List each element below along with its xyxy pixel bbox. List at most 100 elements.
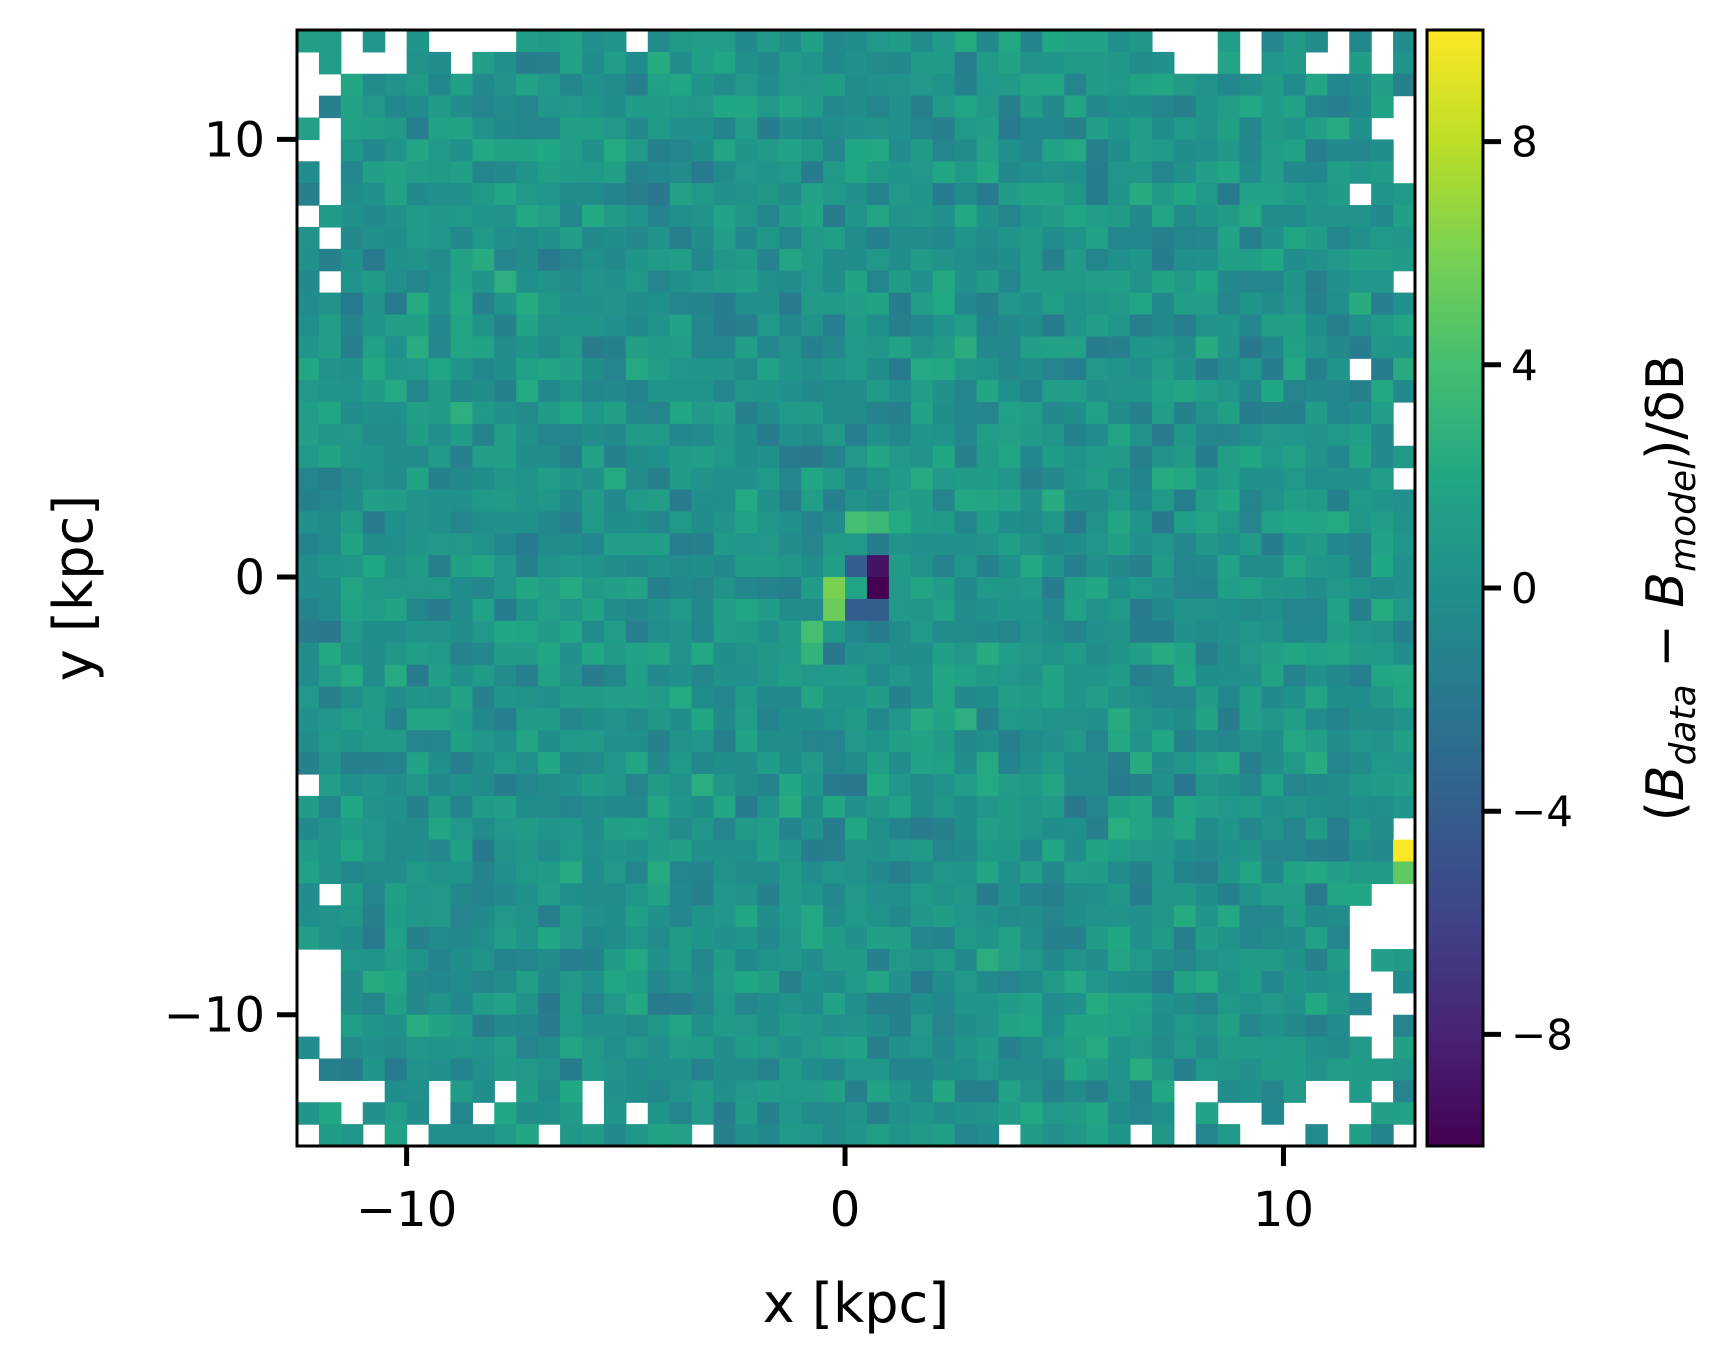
- heatmap-cell: [1283, 949, 1306, 972]
- heatmap-cell: [318, 774, 342, 797]
- heatmap-cell: [428, 423, 452, 447]
- heatmap-cell: [823, 1058, 846, 1081]
- heatmap-cell: [362, 161, 386, 184]
- heatmap-cell: [1020, 1036, 1043, 1060]
- heatmap-cell: [1283, 423, 1306, 447]
- heatmap-cell: [494, 730, 517, 753]
- heatmap-cell: [516, 248, 539, 272]
- heatmap-cell: [318, 358, 342, 381]
- heatmap-cell: [691, 927, 715, 950]
- heatmap-cell: [603, 139, 627, 162]
- heatmap-cell: [1283, 883, 1306, 906]
- heatmap-cell: [823, 992, 846, 1016]
- heatmap-cell: [823, 358, 846, 381]
- heatmap-cell: [625, 905, 649, 928]
- heatmap-cell: [713, 292, 737, 316]
- heatmap-cell: [603, 533, 627, 556]
- heatmap-cell: [406, 30, 430, 53]
- heatmap-cell: [1130, 117, 1153, 141]
- heatmap-cell: [1151, 664, 1175, 688]
- heatmap-cell: [1305, 620, 1328, 644]
- heatmap-cell: [1195, 664, 1219, 688]
- heatmap-cell: [910, 467, 934, 491]
- heatmap-cell: [954, 905, 978, 928]
- heatmap-cell: [757, 314, 780, 337]
- heatmap-cell: [910, 555, 934, 578]
- heatmap-cell: [450, 402, 473, 425]
- heatmap-cell: [428, 139, 452, 162]
- heatmap-cell: [1349, 577, 1372, 600]
- heatmap-cell: [1042, 380, 1065, 403]
- heatmap-cell: [603, 380, 627, 403]
- heatmap-cell: [450, 511, 473, 534]
- heatmap-cell: [976, 927, 1000, 950]
- heatmap-cell: [1283, 839, 1306, 863]
- heatmap-cell: [1108, 1124, 1131, 1147]
- heatmap-cell: [428, 620, 452, 644]
- heatmap-cell: [669, 905, 693, 928]
- heatmap-cell: [998, 292, 1022, 316]
- heatmap-cell: [1173, 467, 1197, 491]
- heatmap-cell: [866, 423, 890, 447]
- heatmap-cell: [340, 752, 364, 775]
- heatmap-cell: [538, 467, 561, 491]
- heatmap-cell: [823, 270, 846, 294]
- heatmap-cell: [1217, 205, 1241, 228]
- heatmap-cell: [1173, 358, 1197, 381]
- heatmap-cell: [845, 73, 868, 97]
- heatmap-cell: [910, 664, 934, 688]
- heatmap-cell: [1371, 598, 1394, 622]
- heatmap-cell: [428, 992, 452, 1016]
- heatmap-cell: [669, 205, 693, 228]
- heatmap-cell: [1020, 905, 1043, 928]
- heatmap-cell: [866, 577, 890, 600]
- heatmap-cell: [735, 73, 758, 97]
- heatmap-cell: [1195, 577, 1219, 600]
- heatmap-cell: [1261, 336, 1285, 359]
- heatmap-cell: [428, 270, 452, 294]
- heatmap-cell: [472, 183, 495, 206]
- heatmap-cell: [779, 686, 802, 709]
- heatmap-cell: [1283, 402, 1306, 425]
- heatmap-cell: [1239, 620, 1263, 644]
- heatmap-cell: [538, 205, 561, 228]
- heatmap-cell: [823, 139, 846, 162]
- heatmap-cell: [1261, 752, 1285, 775]
- heatmap-cell: [603, 642, 627, 666]
- heatmap-cell: [1217, 598, 1241, 622]
- heatmap-cell: [713, 620, 737, 644]
- heatmap-cell: [647, 161, 671, 184]
- heatmap-cell: [297, 30, 320, 53]
- heatmap-cell: [1130, 489, 1153, 513]
- heatmap-cell: [1393, 1014, 1416, 1038]
- heatmap-cell: [406, 336, 430, 359]
- heatmap-cell: [318, 664, 342, 688]
- heatmap-cell: [845, 117, 868, 141]
- heatmap-cell: [998, 161, 1022, 184]
- heatmap-cell: [1020, 795, 1043, 819]
- heatmap-cell: [362, 949, 386, 972]
- heatmap-cell: [823, 664, 846, 688]
- heatmap-cell: [691, 248, 715, 272]
- heatmap-cell: [845, 905, 868, 928]
- heatmap-cell: [1173, 183, 1197, 206]
- heatmap-cell: [1108, 949, 1131, 972]
- heatmap-cell: [713, 139, 737, 162]
- heatmap-cell: [1173, 970, 1197, 994]
- heatmap-cell: [340, 598, 364, 622]
- heatmap-cell: [1327, 817, 1350, 841]
- heatmap-cell: [1151, 795, 1175, 819]
- heatmap-cell: [384, 1058, 408, 1081]
- heatmap-cell: [888, 883, 912, 906]
- heatmap-cell: [625, 839, 649, 863]
- heatmap-cell: [910, 95, 934, 119]
- heatmap-cell: [1108, 139, 1131, 162]
- heatmap-cell: [669, 270, 693, 294]
- heatmap-cell: [976, 795, 1000, 819]
- heatmap-cell: [735, 949, 758, 972]
- heatmap-cell: [932, 423, 956, 447]
- heatmap-cell: [779, 752, 802, 775]
- heatmap-cell: [1151, 970, 1175, 994]
- heatmap-cell: [1130, 795, 1153, 819]
- heatmap-cell: [1327, 183, 1350, 206]
